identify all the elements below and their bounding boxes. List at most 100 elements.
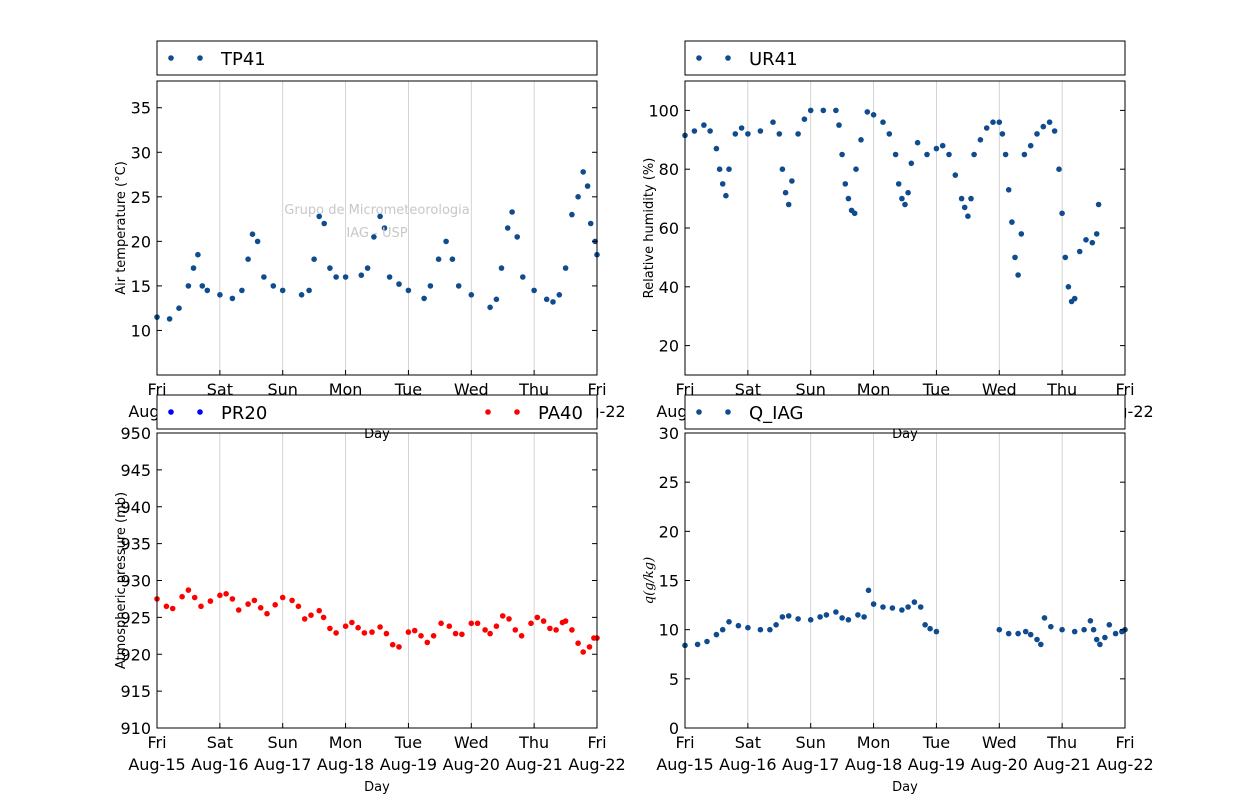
data-point [195,251,201,258]
legend-label: Q_IAG [749,403,803,424]
data-point [569,211,575,218]
data-point [880,119,886,125]
data-point [1093,636,1100,643]
data-point [369,629,375,635]
data-point [965,213,971,219]
data-point [1046,119,1053,125]
data-point [430,633,437,639]
data-point [270,283,277,289]
data-point [580,169,586,175]
data-point [540,618,547,624]
data-point [586,644,593,650]
x-tick-day: Fri [1115,380,1134,399]
data-point [364,265,371,271]
data-point [701,122,707,128]
y-tick-label: 100 [648,101,679,120]
data-point [1056,166,1062,172]
data-point [905,604,911,610]
data-point [1002,151,1009,158]
y-axis-label: q(g/kg) [642,557,657,604]
data-point [899,607,905,613]
watermark-line: Grupo de Micrometeorologia [284,203,470,218]
data-point [251,597,258,604]
data-point [468,292,475,298]
data-point [735,622,742,629]
data-point [575,640,581,646]
data-point [1038,641,1044,648]
legend-marker [725,55,731,61]
series-TP41 [154,169,600,322]
data-point [899,195,905,202]
data-point [562,265,569,271]
x-tick-day: Sun [795,733,825,752]
data-point [342,274,349,280]
legend-box [156,40,598,76]
x-tick-date: Aug-21 [505,755,562,774]
data-point [801,116,808,122]
legend: UR41 [684,40,1126,76]
x-tick-date: Aug-21 [1033,755,1090,774]
data-point [179,593,185,600]
data-point [487,304,493,311]
data-point [547,625,553,632]
data-point [911,599,918,605]
data-point [823,612,830,618]
x-tick-day: Sun [795,380,825,399]
data-point [795,131,801,137]
x-tick-date: Aug-17 [782,755,839,774]
data-point [261,274,267,280]
data-point [316,213,323,220]
x-tick-date: Aug-16 [191,755,248,774]
data-point [327,625,333,632]
data-point [1076,248,1083,255]
data-point [279,594,286,601]
data-point [474,620,481,627]
data-point [738,125,745,131]
data-point [795,616,801,622]
data-point [191,594,198,601]
plot-frame [156,432,598,729]
data-point [333,274,339,280]
legend-label: PA40 [538,403,583,424]
legend-marker [696,409,702,415]
data-point [427,283,434,289]
data-point [504,225,511,231]
data-point [531,287,537,294]
data-point [770,119,776,125]
data-point [1051,128,1058,134]
legend-marker [725,409,731,415]
legend-box [684,40,1126,76]
data-point [895,181,902,187]
data-point [506,616,512,622]
data-point [817,614,823,620]
data-point [892,151,899,158]
data-point [889,605,896,611]
data-point [311,256,317,263]
data-point [176,305,182,312]
data-point [1102,634,1108,641]
x-tick-day: Sun [267,380,297,399]
y-tick-label: 945 [120,461,151,480]
data-point [807,617,814,623]
data-point [342,623,349,629]
data-point [1071,295,1078,302]
data-point [1015,272,1021,278]
data-point [845,195,852,202]
y-tick-label: 30 [131,143,151,162]
data-point [217,592,223,599]
legend: Q_IAG [684,394,1126,430]
y-tick-label: 5 [669,670,679,689]
data-point [820,107,827,114]
data-point [163,603,170,610]
x-tick-day: Thu [518,733,549,752]
data-point [855,612,861,618]
x-tick-date: Aug-18 [845,755,902,774]
y-tick-label: 930 [120,572,151,591]
data-point [952,172,959,178]
data-point [289,597,295,604]
y-tick-label: 20 [659,522,679,541]
legend-marker [168,409,174,415]
data-point [449,256,456,263]
data-point [842,181,849,187]
y-axis-label: Air temperature (°C) [114,161,129,295]
